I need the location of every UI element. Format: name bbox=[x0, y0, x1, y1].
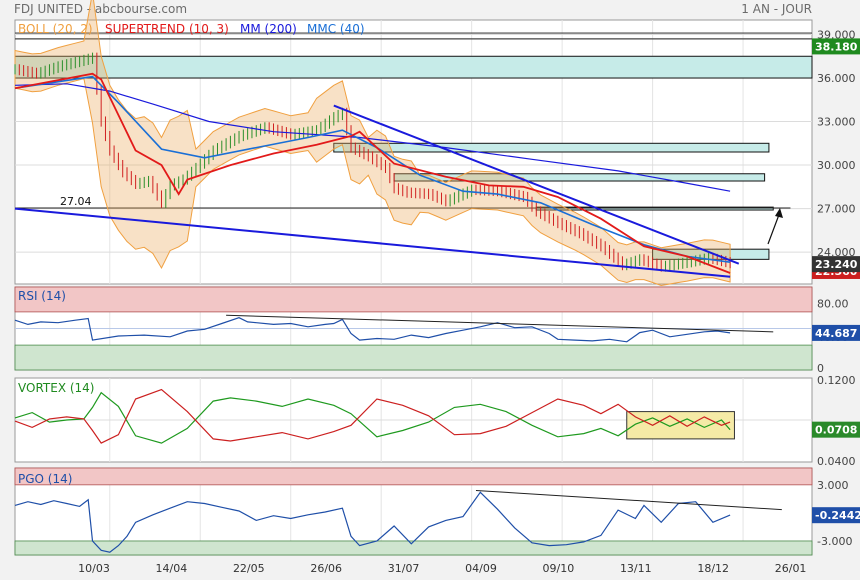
pgo-y-tick: -3.000 bbox=[817, 535, 852, 548]
x-tick-label: 13/11 bbox=[620, 562, 652, 575]
rsi-value-tag-box bbox=[812, 324, 860, 341]
pgo-trendline bbox=[475, 489, 782, 511]
up-arrow-head bbox=[775, 208, 783, 218]
price-zone bbox=[333, 142, 770, 153]
price-y-tick: 30.000 bbox=[817, 159, 856, 172]
rsi-line bbox=[14, 317, 731, 343]
x-tick-label: 26/01 bbox=[775, 562, 807, 575]
pgo-value-tag: -0.2442 bbox=[815, 509, 860, 522]
price-trendline-0 bbox=[14, 207, 731, 278]
level-27-label: 27.04 bbox=[60, 195, 92, 208]
chart-title: FDJ UNITED - abcbourse.com bbox=[14, 2, 188, 16]
vortex-y-tick: 0.1200 bbox=[817, 374, 856, 387]
top-level-tag-box bbox=[812, 38, 860, 55]
legend-3: MMC (40) bbox=[307, 22, 365, 36]
price-zone bbox=[14, 55, 813, 79]
last-price-tag: 23.240 bbox=[815, 258, 858, 271]
pgo-lower-zone bbox=[14, 540, 813, 556]
pgo-y-tick: 3.000 bbox=[817, 479, 849, 492]
pgo-legend: PGO (14) bbox=[18, 472, 72, 486]
vortex-y-tick: 0.0400 bbox=[817, 455, 856, 468]
legend-0: BOLL (20, 2) bbox=[18, 22, 93, 36]
rsi-legend: RSI (14) bbox=[18, 289, 66, 303]
rsi-value-tag: 44.687 bbox=[815, 327, 857, 340]
price-y-tick: 33.000 bbox=[817, 116, 856, 129]
price-y-tick: 27.000 bbox=[817, 203, 856, 216]
price-y-tick: 36.000 bbox=[817, 72, 856, 85]
x-tick-label: 31/07 bbox=[388, 562, 420, 575]
top-level-tag: 38.180 bbox=[815, 40, 858, 53]
vortex-highlight-box bbox=[626, 411, 735, 440]
pgo-value-tag-box bbox=[812, 507, 860, 524]
rsi-trendline bbox=[226, 314, 774, 333]
legend-2: MM (200) bbox=[240, 22, 297, 36]
vortex-line-1 bbox=[14, 388, 731, 444]
price-trendline-1 bbox=[333, 104, 740, 265]
vortex-value-tag-box bbox=[812, 421, 860, 438]
rsi-oversold-zone bbox=[14, 344, 813, 371]
vortex-line-0 bbox=[14, 391, 731, 444]
legend-1: SUPERTREND (10, 3) bbox=[105, 22, 229, 36]
price-y-tick: 24.000 bbox=[817, 246, 856, 259]
vortex-legend: VORTEX (14) bbox=[18, 381, 95, 395]
vortex-value-tag: 0.0708 bbox=[815, 424, 857, 437]
chart-header: FDJ UNITED - abcbourse.com 1 AN - JOUR bbox=[0, 0, 860, 20]
x-tick-label: 09/10 bbox=[543, 562, 575, 575]
mm200-line bbox=[14, 83, 731, 192]
supertrend-line bbox=[14, 72, 731, 274]
x-tick-label: 22/05 bbox=[233, 562, 265, 575]
rsi-y-tick: 80.00 bbox=[817, 298, 849, 311]
up-arrow-shaft bbox=[767, 211, 781, 245]
x-tick-label: 18/12 bbox=[697, 562, 729, 575]
x-tick-label: 04/09 bbox=[465, 562, 497, 575]
x-tick-label: 26/06 bbox=[310, 562, 342, 575]
last-price-tag-box bbox=[812, 256, 860, 273]
chart-period: 1 AN - JOUR bbox=[741, 2, 812, 16]
price-y-tick: 39.000 bbox=[817, 29, 856, 42]
pgo-line bbox=[14, 491, 731, 553]
pgo-upper-zone bbox=[14, 467, 813, 486]
x-tick-label: 14/04 bbox=[156, 562, 188, 575]
x-tick-label: 10/03 bbox=[78, 562, 110, 575]
rsi-y-tick: 0 bbox=[817, 362, 824, 375]
rsi-overbought-zone bbox=[14, 286, 813, 313]
